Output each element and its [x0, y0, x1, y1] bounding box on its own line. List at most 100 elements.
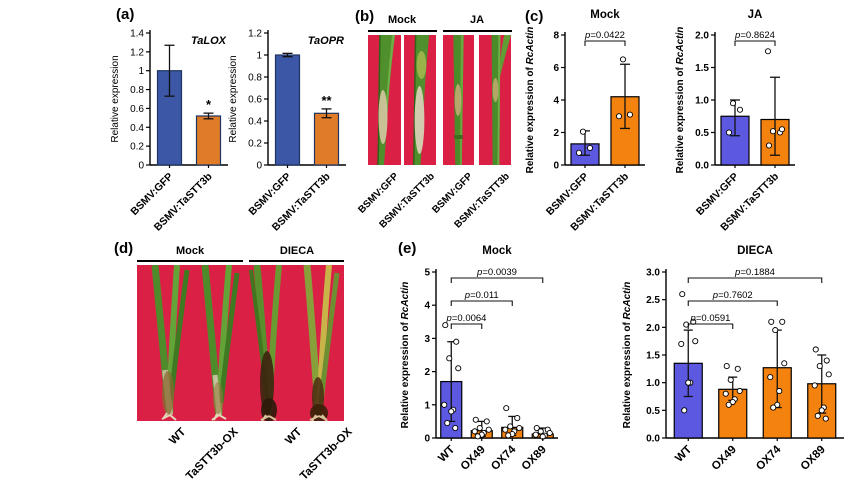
- x-category-label: OX74: [754, 443, 784, 473]
- data-point: [736, 106, 744, 113]
- data-point: [685, 379, 692, 386]
- data-point: [455, 365, 462, 372]
- panel-label-c: (c): [525, 8, 544, 25]
- data-point: [768, 318, 775, 325]
- p-value-label: p=0.011: [464, 290, 499, 301]
- panel-label-a: (a): [116, 6, 135, 23]
- y-tick-label: 2.0: [695, 31, 709, 42]
- y-tick-label: 0.2: [248, 139, 262, 150]
- y-tick-label: 3.0: [646, 268, 660, 279]
- p-value-label: p=0.0422: [584, 30, 625, 41]
- data-point: [442, 322, 449, 329]
- panel-b-mock-line: [368, 30, 437, 32]
- data-point: [474, 433, 481, 440]
- data-point: [537, 428, 544, 435]
- y-tick-label: 4: [553, 96, 559, 107]
- p-value-bracket: [687, 323, 734, 329]
- data-point: [722, 390, 729, 397]
- y-tick-label: 0.8: [248, 73, 262, 84]
- y-tick-label: 0.4: [130, 123, 144, 134]
- data-point: [683, 321, 690, 328]
- data-point: [729, 398, 736, 406]
- p-value-bracket: [450, 300, 513, 306]
- data-point: [765, 142, 773, 149]
- chart-c-ja: 0.0 0.5 1.0 1.5 2.0 Relative expression of Rc…: [675, 9, 795, 233]
- chart-title: JA: [748, 9, 763, 21]
- y-tick-label: 0.6: [248, 95, 262, 106]
- y-tick-label: 1.4: [130, 29, 144, 40]
- bar: [610, 96, 640, 166]
- data-point: [814, 412, 821, 419]
- x-category-label: WT: [673, 444, 694, 465]
- bar: [274, 54, 301, 166]
- data-point: [781, 360, 788, 367]
- leaf-photo-strip-2: [404, 35, 436, 165]
- y-tick-label: 2.0: [646, 323, 660, 334]
- p-value-label: p=0.1884: [734, 267, 775, 278]
- data-point: [725, 401, 732, 408]
- y-tick-label: 2.5: [646, 295, 660, 306]
- y-axis-label: Relative expression of RcActin: [622, 282, 633, 429]
- data-point: [453, 338, 460, 345]
- x-category-label: OX49: [710, 444, 739, 473]
- chart-title: Mock: [590, 9, 620, 21]
- data-point: [770, 404, 777, 411]
- panel-d-group-mock: Mock: [175, 245, 205, 257]
- data-point: [772, 327, 779, 334]
- y-tick-label: 8: [553, 31, 559, 42]
- chart-title: TaOPR: [308, 35, 344, 47]
- p-value-bracket: [687, 300, 778, 306]
- data-point: [619, 56, 627, 63]
- data-point: [764, 48, 772, 55]
- data-point: [575, 149, 583, 156]
- data-point: [823, 357, 830, 364]
- panel-d-dieca-line: [249, 260, 344, 262]
- data-point: [729, 100, 737, 107]
- plant-cluster-mock-ox: [201, 265, 240, 421]
- x-category-label: WT: [436, 444, 457, 465]
- panel-b-group-ja: JA: [469, 14, 485, 26]
- data-point: [485, 426, 492, 433]
- data-point: [502, 426, 509, 433]
- y-tick-label: 6: [553, 63, 559, 74]
- data-point: [579, 128, 587, 135]
- p-value-label: p=0.8624: [734, 30, 775, 41]
- chart-title: TaLOX: [191, 35, 227, 47]
- data-point: [483, 418, 490, 425]
- panel-label-d: (d): [114, 240, 134, 257]
- data-point: [586, 144, 594, 151]
- y-tick-label: 0.2: [130, 142, 144, 153]
- y-tick-label: 0: [553, 161, 559, 172]
- y-tick-label: 0: [138, 161, 144, 172]
- y-tick-label: 2: [553, 128, 559, 139]
- chart-talox: 0 0.2 0.4 0.6 0.8 1 1.2 1.4 Relative expression T…: [110, 29, 228, 233]
- bar: [156, 70, 183, 166]
- data-point: [446, 355, 453, 362]
- p-value-label: p=0.0039: [476, 267, 517, 278]
- significance-marker: **: [321, 93, 332, 108]
- x-category-label: OX74: [489, 443, 519, 473]
- data-point: [776, 387, 783, 395]
- data-point: [723, 363, 730, 370]
- p-value-bracket: [584, 40, 626, 46]
- y-tick-label: 1.5: [695, 63, 709, 74]
- y-tick-label: 0.8: [130, 85, 144, 96]
- y-tick-label: 1.5: [646, 351, 660, 362]
- data-point: [472, 416, 479, 423]
- data-point: [681, 407, 688, 414]
- x-category-label: OX49: [459, 444, 488, 473]
- y-tick-label: 1: [138, 66, 144, 77]
- data-point: [532, 431, 539, 438]
- panel-b-group-mock: Mock: [387, 14, 417, 26]
- leaf-photo-strip-4: [479, 35, 511, 165]
- p-value-label: p=0.7602: [712, 290, 753, 301]
- data-point: [767, 374, 774, 381]
- p-value-bracket: [687, 277, 823, 283]
- y-axis-label: Relative expression of RcActin: [675, 27, 686, 174]
- p-value-bracket: [734, 40, 776, 46]
- y-tick-label: 0.0: [695, 161, 709, 172]
- y-tick-label: 1.2: [130, 47, 144, 58]
- data-point: [778, 126, 786, 133]
